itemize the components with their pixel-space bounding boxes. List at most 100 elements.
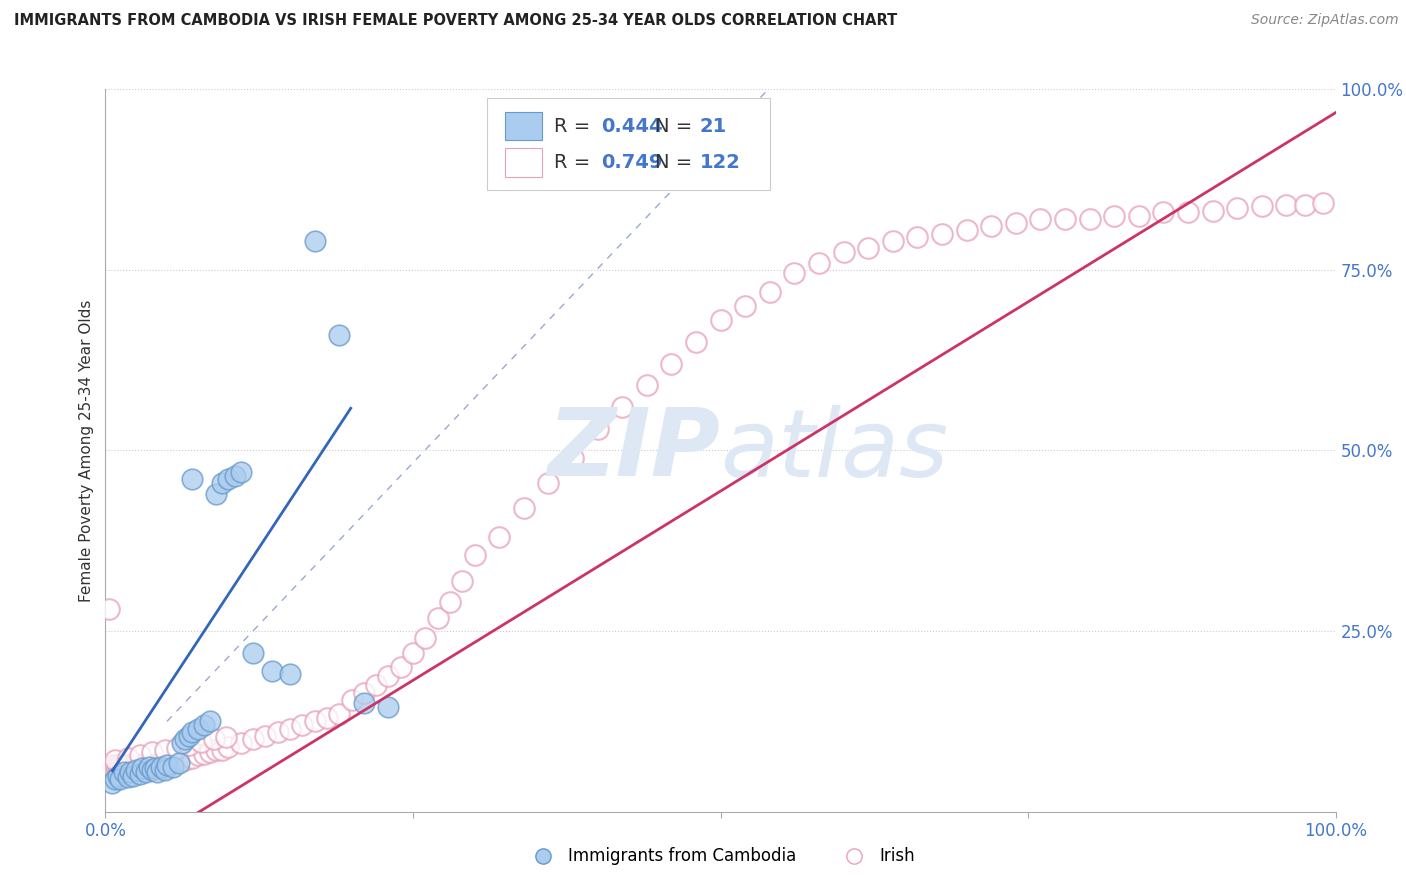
Text: N =: N = [655, 153, 699, 171]
Point [377, 669, 399, 683]
Point [134, 757, 156, 772]
Point [661, 357, 683, 371]
Point [111, 757, 134, 772]
Point [956, 223, 979, 237]
Point [242, 732, 264, 747]
Point [170, 736, 193, 750]
Point [120, 764, 141, 779]
FancyBboxPatch shape [505, 112, 543, 141]
Point [218, 739, 240, 754]
Point [464, 548, 486, 562]
Point [107, 757, 129, 772]
Point [513, 501, 536, 516]
Point [120, 757, 141, 772]
Point [136, 757, 159, 772]
Point [1128, 209, 1150, 223]
Point [149, 760, 172, 774]
Point [636, 378, 658, 392]
Point [278, 722, 301, 736]
Point [1275, 198, 1298, 212]
Point [931, 227, 953, 241]
Point [153, 763, 176, 777]
Point [198, 714, 221, 729]
Point [180, 725, 202, 739]
Point [169, 756, 191, 770]
Point [1202, 203, 1225, 218]
Point [190, 735, 212, 749]
Text: Source: ZipAtlas.com: Source: ZipAtlas.com [1251, 13, 1399, 28]
Point [103, 761, 125, 775]
Point [104, 753, 127, 767]
Text: N =: N = [655, 117, 699, 136]
Text: IMMIGRANTS FROM CAMBODIA VS IRISH FEMALE POVERTY AMONG 25-34 YEAR OLDS CORRELATI: IMMIGRANTS FROM CAMBODIA VS IRISH FEMALE… [14, 13, 897, 29]
Point [117, 757, 139, 772]
Point [291, 718, 314, 732]
Point [125, 763, 148, 777]
Point [328, 707, 350, 722]
Point [117, 770, 139, 784]
Point [129, 748, 152, 763]
Point [110, 772, 132, 787]
Point [120, 761, 142, 775]
Text: 21: 21 [700, 117, 727, 136]
Point [198, 746, 221, 760]
Point [783, 267, 806, 281]
Point [127, 757, 149, 772]
Point [153, 743, 176, 757]
Point [162, 756, 184, 770]
Point [1294, 198, 1316, 212]
Point [104, 757, 127, 772]
Point [353, 696, 375, 710]
Point [685, 334, 707, 349]
Point [143, 761, 166, 775]
Point [110, 757, 132, 772]
Point [254, 729, 277, 743]
Point [180, 750, 202, 764]
Point [193, 718, 215, 732]
Point [187, 722, 209, 736]
Point [1177, 205, 1199, 219]
Point [260, 664, 283, 678]
Point [128, 761, 150, 775]
Point [451, 574, 474, 588]
Point [153, 757, 176, 772]
Text: R =: R = [554, 117, 598, 136]
Point [1226, 202, 1249, 216]
Point [1153, 205, 1175, 219]
Point [100, 761, 122, 775]
Point [224, 468, 246, 483]
Point [174, 753, 197, 767]
Point [389, 660, 412, 674]
Point [980, 219, 1002, 234]
Point [1054, 212, 1077, 227]
Text: 122: 122 [700, 153, 741, 171]
Point [304, 714, 326, 729]
Point [146, 764, 169, 779]
Point [340, 692, 363, 706]
Point [150, 757, 173, 772]
Point [149, 761, 172, 775]
Point [759, 285, 782, 299]
Point [138, 757, 162, 772]
Point [858, 241, 880, 255]
Point [118, 761, 141, 775]
Point [734, 299, 756, 313]
Point [1251, 199, 1274, 213]
Point [138, 761, 160, 775]
Point [135, 764, 157, 779]
Point [156, 757, 179, 772]
Point [882, 234, 904, 248]
Point [215, 730, 238, 744]
Y-axis label: Female Poverty Among 25-34 Year Olds: Female Poverty Among 25-34 Year Olds [79, 300, 94, 601]
Legend: Immigrants from Cambodia, Irish: Immigrants from Cambodia, Irish [519, 840, 922, 872]
FancyBboxPatch shape [505, 148, 543, 177]
Point [174, 732, 197, 747]
Point [211, 475, 233, 490]
Point [141, 757, 163, 772]
Point [107, 768, 129, 783]
Point [179, 738, 201, 752]
Point [229, 736, 252, 750]
Point [162, 760, 184, 774]
Point [267, 725, 290, 739]
Point [156, 757, 179, 772]
